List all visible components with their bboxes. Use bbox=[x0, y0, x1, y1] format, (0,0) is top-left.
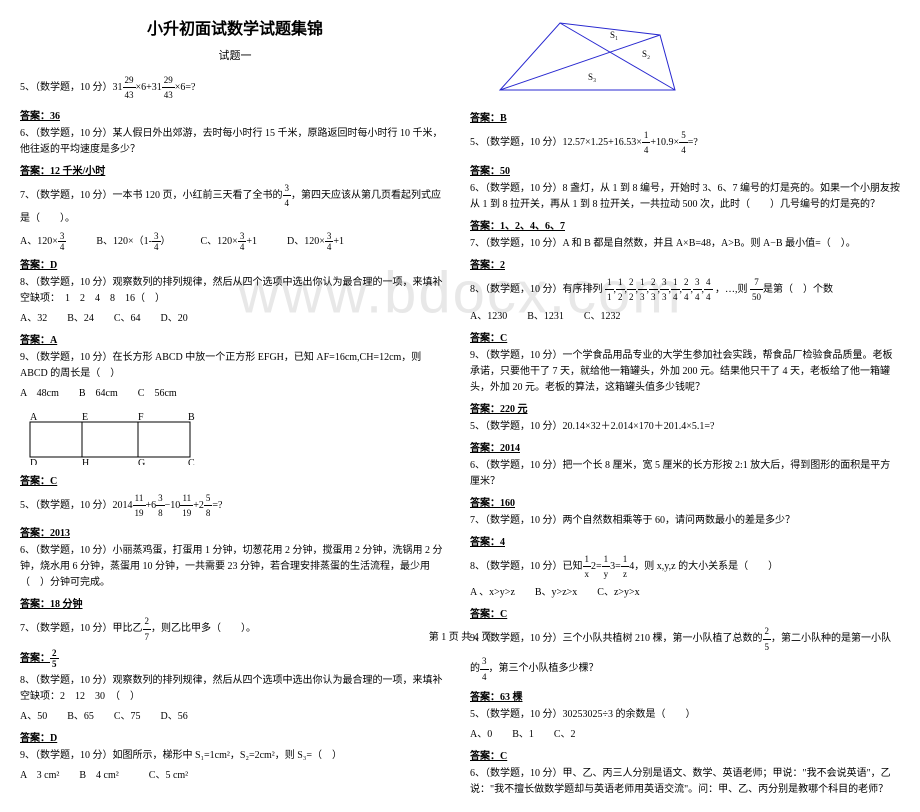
r-problem-7b: 7、（数学题，10 分）两个自然数相乘等于 60，请问两数最小的差是多少？ bbox=[470, 513, 900, 529]
r-answer-6b: 答案：160 bbox=[470, 494, 900, 509]
problem-5b: 5、（数学题，10 分）20141119+638−101119+258=? bbox=[20, 491, 450, 521]
svg-text:F: F bbox=[138, 412, 144, 423]
r-problem-5b: 5、（数学题，10 分）20.14×32＋2.014×170＋201.4×5.1… bbox=[470, 419, 900, 435]
r-answer-9: 答案：220 元 bbox=[470, 400, 900, 415]
quadrilateral-diagram: S₁ S₂ S₃ bbox=[470, 15, 690, 100]
r-answer-7b: 答案：4 bbox=[470, 533, 900, 548]
svg-text:D: D bbox=[30, 458, 37, 465]
opt-c: C、120×34+1 bbox=[201, 231, 257, 252]
problem-5: 5、（数学题，10 分）312943×6+312943×6=? bbox=[20, 73, 450, 103]
problem-9: 9、（数学题，10 分）在长方形 ABCD 中放一个正方形 EFGH，已知 AF… bbox=[20, 350, 450, 382]
svg-text:C: C bbox=[188, 458, 195, 465]
r-options-8: A、1230 B、1231 C、1232 bbox=[470, 309, 900, 325]
opt-d: D、120×34+1 bbox=[287, 231, 344, 252]
r-answer-5: 答案：50 bbox=[470, 162, 900, 177]
problem-6b: 6、（数学题，10 分）小丽蒸鸡蛋，打蛋用 1 分钟，切葱花用 2 分钟，搅蛋用… bbox=[20, 543, 450, 591]
r-answer-5b: 答案：2014 bbox=[470, 439, 900, 454]
p5-end: ×6=? bbox=[175, 82, 196, 93]
svg-text:S₃: S₃ bbox=[588, 72, 596, 82]
p7-text: 7、（数学题，10 分）一本书 120 页，小红前三天看了全书的 bbox=[20, 190, 283, 201]
answer-7b: 答案：25 bbox=[20, 648, 450, 669]
r-answer-5c: 答案：C bbox=[470, 747, 900, 762]
r-options-8b: A 、x>y>z B、y>z>x C、z>y>x bbox=[470, 585, 900, 601]
svg-text:E: E bbox=[82, 412, 88, 423]
p5-mid: ×6+31 bbox=[136, 82, 162, 93]
r-problem-8: 8、（数学题，10 分）有序排列 11,12,22,13,23,33,14,24… bbox=[470, 275, 900, 305]
answer-7: 答案：D bbox=[20, 256, 450, 271]
answer-5b: 答案：2013 bbox=[20, 524, 450, 539]
rectangle-diagram: A E F B D H G C bbox=[20, 410, 200, 465]
answer-quad: 答案：B bbox=[470, 109, 900, 124]
options-7: A、120×34 B、120×（1-34） C、120×34+1 D、120×3… bbox=[20, 231, 450, 252]
r-answer-9b: 答案：63 棵 bbox=[470, 688, 900, 703]
problem-8: 8、（数学题，10 分）观察数列的排列规律，然后从四个选项中选出你认为最合理的一… bbox=[20, 275, 450, 307]
answer-6: 答案：12 千米/小时 bbox=[20, 162, 450, 177]
r-answer-6: 答案：1、2、4、6、7 bbox=[470, 217, 900, 232]
r-answer-7: 答案：2 bbox=[470, 256, 900, 271]
opt-b: B、120×（1-34） bbox=[96, 231, 170, 252]
svg-text:B: B bbox=[188, 412, 195, 423]
opt-a: A、120×34 bbox=[20, 231, 66, 252]
r-problem-9: 9、（数学题，10 分）一个学食品用品专业的大学生参加社会实践，帮食品厂检验食品… bbox=[470, 348, 900, 396]
problem-6: 6、（数学题，10 分）某人假日外出郊游，去时每小时行 15 千米，原路返回时每… bbox=[20, 126, 450, 158]
r-answer-8: 答案：C bbox=[470, 329, 900, 344]
right-column: S₁ S₂ S₃ 答案：B 5、（数学题，10 分）12.57×1.25+16.… bbox=[470, 15, 900, 802]
r-problem-8b: 8、（数学题，10 分）已知1x2=1y3=1z4，则 x,y,z 的大小关系是… bbox=[470, 552, 900, 582]
r-problem-6c: 6、（数学题，10 分）甲、乙、丙三人分别是语文、数学、英语老师；甲说："我不会… bbox=[470, 766, 900, 798]
subtitle: 试题一 bbox=[20, 47, 450, 63]
svg-text:S₁: S₁ bbox=[610, 30, 618, 40]
r-problem-9b: 9、（数学题，10 分）三个小队共植树 210 棵，第一小队植了总数的25，第二… bbox=[470, 624, 900, 684]
answer-8b: 答案：D bbox=[20, 729, 450, 744]
svg-text:S₂: S₂ bbox=[642, 49, 650, 59]
frac: 2943 bbox=[162, 73, 175, 103]
answer-8: 答案：A bbox=[20, 331, 450, 346]
problem-8b: 8、（数学题，10 分）观察数列的排列规律，然后从四个选项中选出你认为最合理的一… bbox=[20, 673, 450, 705]
svg-text:A: A bbox=[30, 412, 38, 423]
r-problem-6: 6、（数学题，10 分）8 盏灯，从 1 到 8 编号，开始时 3、6、7 编号… bbox=[470, 181, 900, 213]
options-9b: A 3 cm² B 4 cm² C、5 cm² bbox=[20, 768, 450, 784]
frac: 34 bbox=[283, 181, 292, 211]
options-8: A、32 B、24 C、64 D、20 bbox=[20, 311, 450, 327]
fraction-list: 11,12,22,13,23,33,14,24,34,44 bbox=[605, 284, 713, 295]
r-options-5c: A、0 B、1 C、2 bbox=[470, 727, 900, 743]
p5-text: 5、（数学题，10 分）31 bbox=[20, 82, 123, 93]
options-8b: A、50 B、65 C、75 D、56 bbox=[20, 709, 450, 725]
r-answer-8b: 答案：C bbox=[470, 605, 900, 620]
problem-7: 7、（数学题，10 分）一本书 120 页，小红前三天看了全书的34，第四天应该… bbox=[20, 181, 450, 227]
r-problem-5: 5、（数学题，10 分）12.57×1.25+16.53×14+10.9×54=… bbox=[470, 128, 900, 158]
left-column: 小升初面试数学试题集锦 试题一 5、（数学题，10 分）312943×6+312… bbox=[20, 15, 450, 802]
svg-text:H: H bbox=[82, 458, 89, 465]
answer-5: 答案：36 bbox=[20, 107, 450, 122]
page-container: 小升初面试数学试题集锦 试题一 5、（数学题，10 分）312943×6+312… bbox=[0, 0, 920, 812]
answer-9: 答案：C bbox=[20, 472, 450, 487]
problem-7b: 7、（数学题，10 分）甲比乙27，则乙比甲多（ ）。 bbox=[20, 614, 450, 644]
svg-text:G: G bbox=[138, 458, 145, 465]
r-problem-6b: 6、（数学题，10 分）把一个长 8 厘米，宽 5 厘米的长方形按 2:1 放大… bbox=[470, 458, 900, 490]
problem-9b: 9、（数学题，10 分）如图所示，梯形中 S₁=1cm²，S₂=2cm²，则 S… bbox=[20, 748, 450, 764]
r-problem-5c: 5、（数学题，10 分）30253025÷3 的余数是（ ） bbox=[470, 707, 900, 723]
page-title: 小升初面试数学试题集锦 bbox=[20, 15, 450, 39]
frac: 2943 bbox=[123, 73, 136, 103]
r-problem-7: 7、（数学题，10 分）A 和 B 都是自然数，并且 A×B=48，A>B。则 … bbox=[470, 236, 900, 252]
options-9: A 48cm B 64cm C 56cm bbox=[20, 386, 450, 402]
answer-6b: 答案：18 分钟 bbox=[20, 595, 450, 610]
